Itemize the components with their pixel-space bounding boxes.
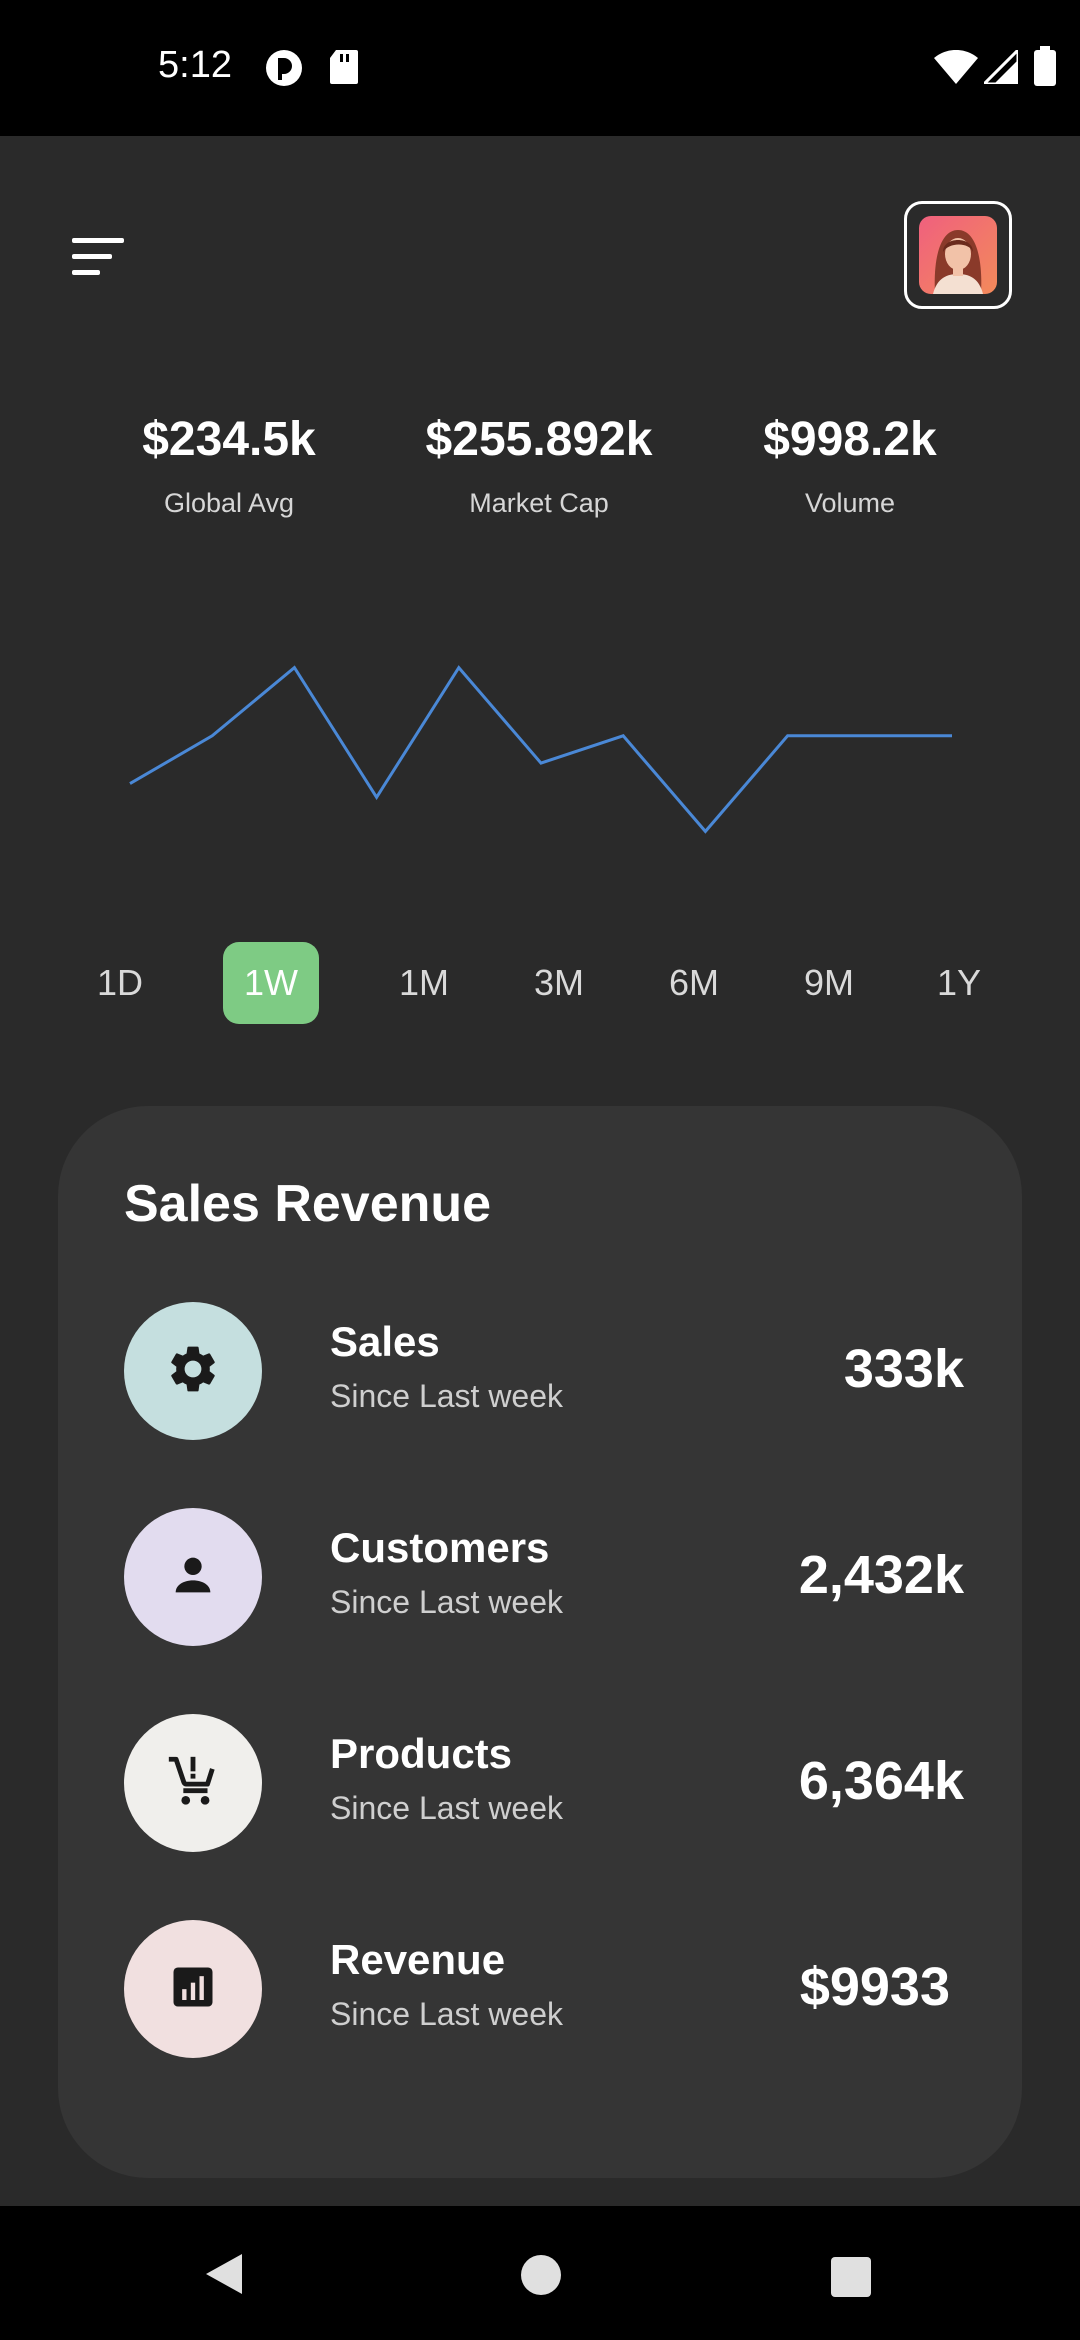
- row-value: $9933: [799, 1957, 950, 2017]
- row-subtitle: Since Last week: [330, 1790, 564, 1826]
- range-9m[interactable]: 9M: [803, 962, 854, 1003]
- gear-icon: [165, 1341, 221, 1402]
- wifi-icon: [934, 49, 978, 89]
- menu-icon[interactable]: [72, 236, 128, 280]
- list-item-sales[interactable]: Sales Since Last week 333k: [124, 1302, 964, 1442]
- profile-avatar-button[interactable]: [904, 201, 1012, 309]
- status-bar: 5:12: [0, 0, 1080, 136]
- stat-value: $998.2k: [763, 413, 937, 466]
- range-1y[interactable]: 1Y: [936, 962, 982, 1003]
- sales-revenue-card: Sales Revenue Sales Since Last week 333k…: [58, 1106, 1022, 2178]
- signal-icon: [980, 46, 1020, 89]
- bar-chart-icon: [167, 1961, 219, 2018]
- stat-volume: $998.2k Volume: [700, 410, 1000, 519]
- stat-label: Market Cap: [469, 488, 609, 518]
- stat-market-cap: $255.892k Market Cap: [389, 410, 689, 519]
- person-icon: [167, 1549, 219, 1606]
- row-subtitle: Since Last week: [330, 1996, 564, 2032]
- row-icon-circle: [124, 1508, 262, 1646]
- line-chart-svg: [129, 665, 952, 834]
- stat-label: Volume: [804, 488, 896, 518]
- sd-card-icon: [328, 48, 360, 91]
- stat-value: $234.5k: [142, 413, 316, 466]
- time-range-selector: 1D 1W 1M 3M 6M 9M 1Y: [0, 942, 1080, 1024]
- system-nav-bar: [0, 2206, 1080, 2340]
- row-value: 6,364k: [798, 1751, 964, 1811]
- battery-icon: [1034, 46, 1056, 91]
- row-icon-circle: [124, 1302, 262, 1440]
- line-chart: [0, 580, 1080, 910]
- row-value: 333k: [843, 1339, 964, 1399]
- range-1w[interactable]: 1W: [223, 942, 319, 1024]
- app-notification-icon: [264, 48, 304, 93]
- avatar: [919, 216, 997, 294]
- row-subtitle: Since Last week: [330, 1378, 564, 1414]
- list-item-revenue[interactable]: Revenue Since Last week $9933: [124, 1920, 964, 2060]
- stat-global-avg: $234.5k Global Avg: [79, 410, 379, 519]
- recents-icon[interactable]: [830, 2256, 872, 2303]
- range-3m[interactable]: 3M: [533, 962, 584, 1003]
- row-icon-circle: [124, 1920, 262, 2058]
- stat-label: Global Avg: [163, 488, 295, 518]
- row-title: Sales: [330, 1318, 440, 1365]
- range-1m[interactable]: 1M: [398, 962, 449, 1003]
- status-time: 5:12: [158, 44, 232, 86]
- range-1d[interactable]: 1D: [96, 962, 144, 1003]
- home-icon[interactable]: [520, 2254, 562, 2301]
- series-line: [129, 665, 952, 834]
- card-title: Sales Revenue: [124, 1175, 492, 1233]
- row-subtitle: Since Last week: [330, 1584, 564, 1620]
- back-icon[interactable]: [202, 2252, 246, 2301]
- list-item-customers[interactable]: Customers Since Last week 2,432k: [124, 1508, 964, 1648]
- stat-value: $255.892k: [425, 413, 653, 466]
- list-item-products[interactable]: Products Since Last week 6,364k: [124, 1714, 964, 1854]
- row-title: Revenue: [330, 1936, 506, 1983]
- cart-alert-icon: [164, 1752, 222, 1815]
- row-icon-circle: [124, 1714, 262, 1852]
- range-6m[interactable]: 6M: [668, 962, 719, 1003]
- row-title: Customers: [330, 1524, 550, 1571]
- row-title: Products: [330, 1730, 513, 1777]
- row-value: 2,432k: [798, 1545, 964, 1605]
